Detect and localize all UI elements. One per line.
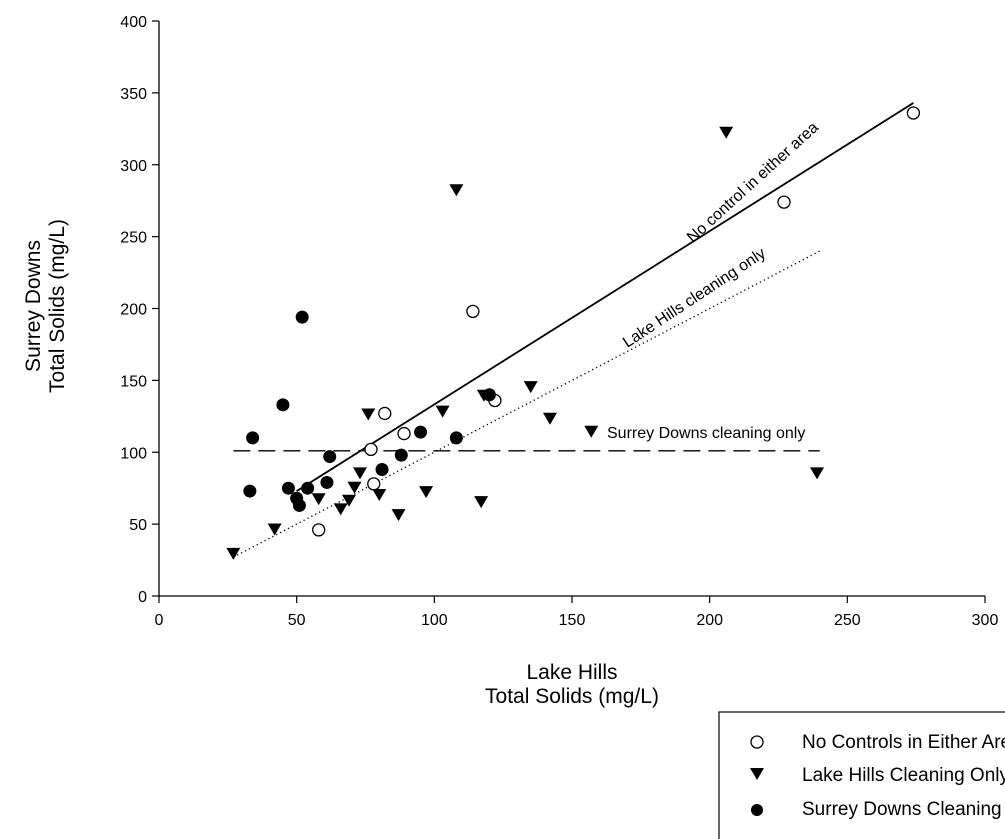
legend-label-lake-hills: Lake Hills Cleaning Only [802, 765, 1005, 786]
point-lake-hills-cleaning [810, 467, 824, 479]
y-tick-label: 250 [120, 230, 147, 247]
legend-label-no-controls: No Controls in Either Area [802, 732, 1005, 753]
point-lake-hills-cleaning [524, 381, 538, 393]
y-tick-label: 350 [120, 86, 147, 103]
point-surrey-downs-cleaning [282, 482, 295, 495]
y-tick-label: 0 [138, 589, 147, 606]
point-surrey-downs-cleaning [293, 499, 306, 512]
x-axis-title-line1: Lake Hills [526, 661, 617, 684]
point-lake-hills-cleaning [419, 486, 433, 498]
x-tick-label: 0 [155, 612, 164, 629]
point-no-controls [467, 305, 479, 317]
x-tick-label: 200 [696, 612, 723, 629]
point-surrey-downs-cleaning [483, 388, 496, 401]
y-tick-label: 100 [120, 445, 147, 462]
y-axis-title-line1: Surrey Downs [22, 240, 45, 372]
point-lake-hills-cleaning [361, 408, 375, 420]
point-no-controls [368, 478, 380, 490]
y-tick-label: 150 [120, 373, 147, 390]
point-lake-hills-cleaning [226, 548, 240, 560]
point-no-controls [365, 443, 377, 455]
x-tick-label: 250 [834, 612, 861, 629]
x-tick-label: 50 [288, 612, 306, 629]
point-lake-hills-cleaning [584, 426, 598, 438]
point-surrey-downs-cleaning [276, 398, 289, 411]
point-surrey-downs-cleaning [450, 431, 463, 444]
point-lake-hills-cleaning [436, 406, 450, 418]
legend-label-surrey-downs: Surrey Downs Cleaning Only [802, 799, 1005, 820]
point-surrey-downs-cleaning [395, 449, 408, 462]
y-tick-label: 300 [120, 158, 147, 175]
point-lake-hills-cleaning [474, 496, 488, 508]
point-surrey-downs-cleaning [301, 482, 314, 495]
point-lake-hills-cleaning [543, 413, 557, 425]
annotation-no-control: No control in either area [684, 119, 822, 246]
y-axis-title-line2: Total Solids (mg/L) [46, 219, 69, 393]
point-lake-hills-cleaning [334, 503, 348, 515]
point-lake-hills-cleaning [353, 467, 367, 479]
point-surrey-downs-cleaning [323, 450, 336, 463]
x-tick-label: 100 [421, 612, 448, 629]
point-surrey-downs-cleaning [243, 485, 256, 498]
point-no-controls [379, 407, 391, 419]
point-no-controls [907, 107, 919, 119]
annotation-surrey-downs: Surrey Downs cleaning only [607, 425, 805, 442]
fit-line-lake-hills [233, 251, 819, 557]
legend: No Controls in Either Area Lake Hills Cl… [719, 712, 1005, 839]
point-surrey-downs-cleaning [296, 311, 309, 324]
point-lake-hills-cleaning [392, 509, 406, 521]
y-tick-label: 400 [120, 14, 147, 31]
point-no-controls [313, 524, 325, 536]
legend-marker-filled-circle [751, 804, 763, 816]
point-no-controls [778, 196, 790, 208]
point-surrey-downs-cleaning [376, 463, 389, 476]
point-surrey-downs-cleaning [414, 426, 427, 439]
annotation-lake-hills: Lake Hills cleaning only [620, 245, 769, 351]
point-no-controls [398, 428, 410, 440]
point-lake-hills-cleaning [449, 184, 463, 196]
x-tick-label: 300 [972, 612, 999, 629]
point-lake-hills-cleaning [719, 127, 733, 139]
x-axis-title-line2: Total Solids (mg/L) [485, 685, 659, 708]
y-tick-label: 50 [129, 517, 147, 534]
legend-marker-open-circle [751, 736, 763, 748]
point-surrey-downs-cleaning [246, 431, 259, 444]
point-lake-hills-cleaning [312, 493, 326, 505]
point-surrey-downs-cleaning [320, 476, 333, 489]
x-tick-label: 150 [559, 612, 586, 629]
fit-line-no-control [297, 103, 914, 491]
y-tick-label: 200 [120, 302, 147, 319]
point-lake-hills-cleaning [268, 523, 282, 535]
point-lake-hills-cleaning [372, 489, 386, 501]
